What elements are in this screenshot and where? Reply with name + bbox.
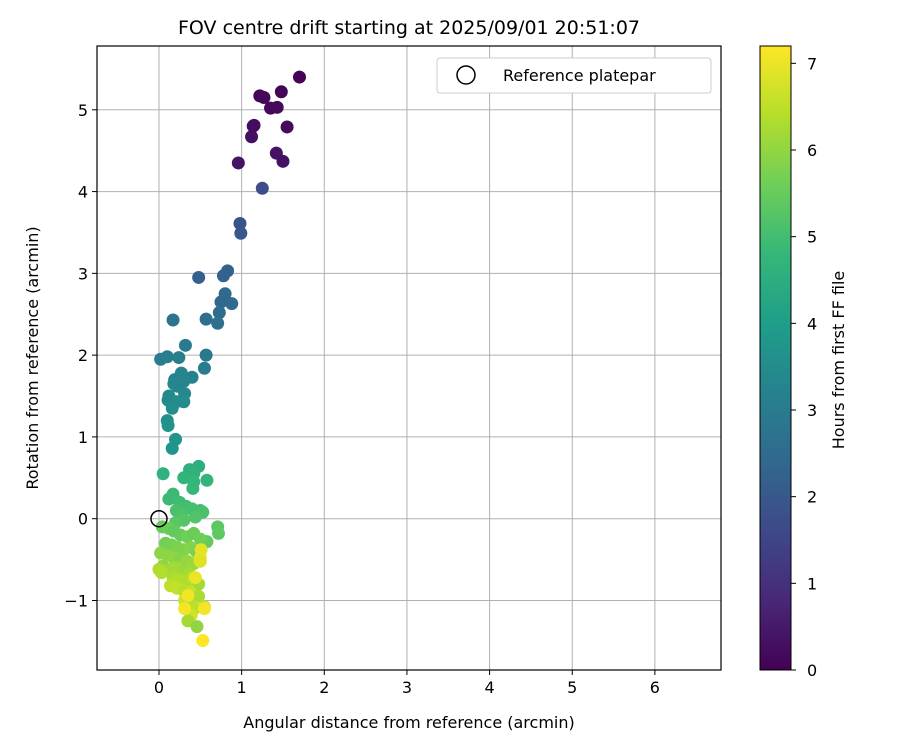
scatter-point [274, 85, 288, 99]
reference-platepar-marker [150, 509, 168, 528]
scatter-point [165, 401, 179, 415]
scatter-point [154, 566, 168, 580]
x-tick-label: 6 [650, 678, 660, 697]
scatter-point [221, 264, 235, 278]
colorbar-gradient [759, 45, 792, 671]
x-tick-label: 4 [484, 678, 494, 697]
x-tick-label: 5 [567, 678, 577, 697]
scatter-point [211, 526, 225, 540]
y-tick-label: 2 [78, 346, 88, 365]
scatter-point [192, 270, 206, 284]
scatter-point [255, 181, 269, 195]
scatter-point [234, 226, 248, 240]
legend-marker-icon [456, 65, 476, 85]
scatter-point [231, 156, 245, 170]
y-axis-label: Rotation from reference (arcmin) [23, 226, 42, 489]
legend-box [436, 57, 712, 94]
x-tick-label: 3 [402, 678, 412, 697]
scatter-point [190, 620, 204, 634]
legend: Reference platepar [436, 57, 712, 94]
scatter-point [161, 418, 175, 432]
scatter-point [276, 154, 290, 168]
scatter-point [196, 634, 210, 648]
scatter-point [166, 313, 180, 327]
scatter-point [177, 471, 191, 485]
colorbar-tick-label: 6 [807, 141, 817, 160]
x-axis-ticks: 0 1 2 3 4 5 6 [154, 670, 660, 697]
scatter-point [178, 338, 192, 352]
y-tick-label: 5 [78, 101, 88, 120]
chart-title: FOV centre drift starting at 2025/09/01 … [178, 17, 640, 39]
y-tick-label: 3 [78, 264, 88, 283]
y-tick-label: 1 [78, 428, 88, 447]
scatter-point [193, 532, 207, 546]
colorbar-ticks: 0 1 2 3 4 5 6 7 [791, 54, 817, 680]
scatter-point [172, 351, 186, 365]
scatter-point [257, 91, 271, 105]
scatter-point [292, 70, 306, 84]
scatter-point [160, 350, 174, 364]
scatter-point [156, 467, 170, 481]
scatter-point [178, 602, 192, 616]
legend-label: Reference platepar [503, 66, 656, 85]
scatter-point [186, 481, 200, 495]
x-tick-label: 0 [154, 678, 164, 697]
scatter-point [165, 441, 179, 455]
scatter-point [197, 361, 211, 375]
scatter-point [193, 554, 207, 568]
colorbar-tick-label: 4 [807, 314, 817, 333]
scatter-point [225, 297, 239, 311]
scatter-point [214, 295, 228, 309]
y-tick-label: 4 [78, 183, 88, 202]
colorbar-tick-label: 1 [807, 574, 817, 593]
scatter-point [233, 216, 247, 230]
scatter-point [245, 130, 259, 144]
scatter-point [162, 492, 176, 506]
scatter-point [246, 119, 260, 133]
scatter-point [212, 306, 226, 320]
scatter-point [192, 589, 206, 603]
scatter-point [197, 602, 211, 616]
y-tick-label: 0 [78, 510, 88, 529]
plot-frame [96, 45, 722, 671]
colorbar-label: Hours from first FF file [829, 271, 848, 450]
scatter-point [199, 312, 213, 326]
x-axis-label: Angular distance from reference (arcmin) [243, 713, 574, 732]
plot-area: 0 1 2 3 4 5 6 −1 0 1 2 3 4 5 [64, 45, 722, 697]
scatter-points [152, 70, 306, 648]
x-tick-label: 2 [319, 678, 329, 697]
colorbar-tick-label: 5 [807, 228, 817, 247]
y-axis-ticks: −1 0 1 2 3 4 5 [64, 101, 97, 610]
scatter-point [280, 120, 294, 134]
scatter-point [270, 100, 284, 114]
colorbar-tick-label: 0 [807, 661, 817, 680]
scatter-point [181, 589, 195, 603]
scatter-point [177, 395, 191, 409]
colorbar: 0 1 2 3 4 5 6 7 Hours from first FF file [759, 45, 848, 680]
scatter-point [177, 374, 191, 388]
x-tick-label: 1 [237, 678, 247, 697]
scatter-point [188, 571, 202, 585]
scatter-point [200, 473, 214, 487]
y-tick-label: −1 [64, 591, 88, 610]
colorbar-tick-label: 2 [807, 488, 817, 507]
colorbar-tick-label: 7 [807, 54, 817, 73]
scatter-point [188, 510, 202, 524]
colorbar-tick-label: 3 [807, 401, 817, 420]
scatter-point [199, 348, 213, 362]
scatter-point [211, 316, 225, 330]
